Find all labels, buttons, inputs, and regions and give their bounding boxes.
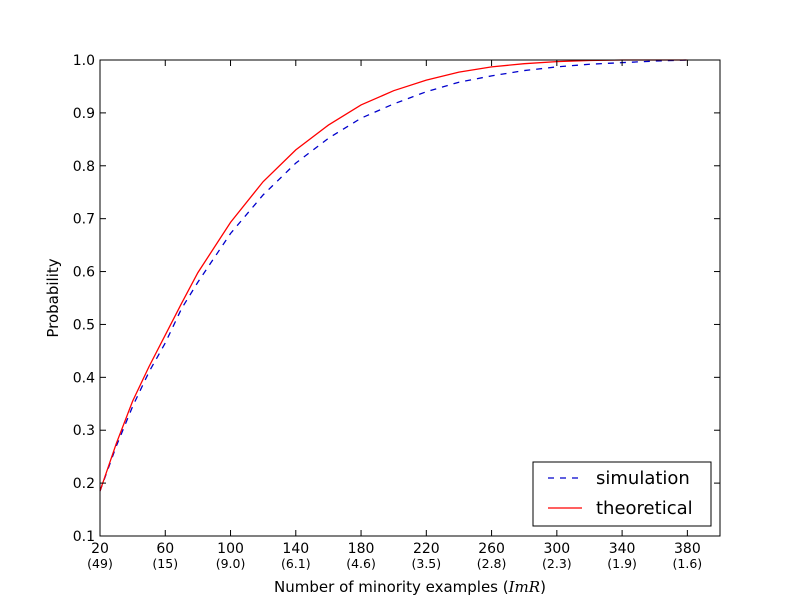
x-tick-label: 100 [217,541,244,557]
x-axis-label-close: ) [540,578,546,595]
x-tick-label: 140 [282,541,309,557]
x-tick-label: 180 [348,541,375,557]
y-axis-label: Probability [44,258,62,337]
plot-frame [99,59,721,537]
x-tick-sublabel: (49) [87,556,113,571]
x-tick-sublabel: (4.6) [346,556,376,571]
legend-box [532,461,712,527]
x-axis-label-main: Number of minority examples ( [274,578,509,595]
x-tick-label: 220 [413,541,440,557]
y-tick-label: 0.1 [73,529,95,545]
y-tick-label: 0.3 [73,423,95,439]
x-tick-label: 60 [156,541,174,557]
x-tick-sublabel: (1.6) [673,556,703,571]
x-tick-sublabel: (3.5) [411,556,441,571]
series-line-theoretical [99,59,688,492]
series-line-simulation [99,59,688,492]
y-tick-label: 0.2 [73,476,95,492]
x-tick-sublabel: (15) [152,556,178,571]
legend-simulation-label: simulation [596,468,690,489]
x-tick-label: 20 [91,541,109,557]
y-tick-label: 0.4 [73,370,95,386]
x-axis-label-math: ImR [508,578,540,595]
x-tick-sublabel: (6.1) [281,556,311,571]
x-tick-label: 340 [609,541,636,557]
y-tick-label: 0.7 [73,212,95,228]
y-tick-label: 0.5 [73,317,95,333]
y-tick-label: 0.8 [73,159,95,175]
y-tick-label: 0.6 [73,265,95,281]
axes: 20(49)60(15)100(9.0)140(6.1)180(4.6)220(… [73,53,721,571]
x-tick-sublabel: (1.9) [607,556,637,571]
plot-area [99,59,688,492]
x-tick-sublabel: (9.0) [216,556,246,571]
legend-theoretical-label: theoretical [596,498,693,519]
x-tick-sublabel: (2.8) [477,556,507,571]
x-tick-label: 380 [674,541,701,557]
y-tick-label: 0.9 [73,106,95,122]
x-tick-sublabel: (2.3) [542,556,572,571]
y-tick-label: 1.0 [73,53,95,69]
legend: simulation theoretical [532,461,712,527]
x-axis-label: Number of minority examples (ImR) [274,578,546,595]
x-tick-label: 300 [543,541,570,557]
x-tick-label: 260 [478,541,505,557]
